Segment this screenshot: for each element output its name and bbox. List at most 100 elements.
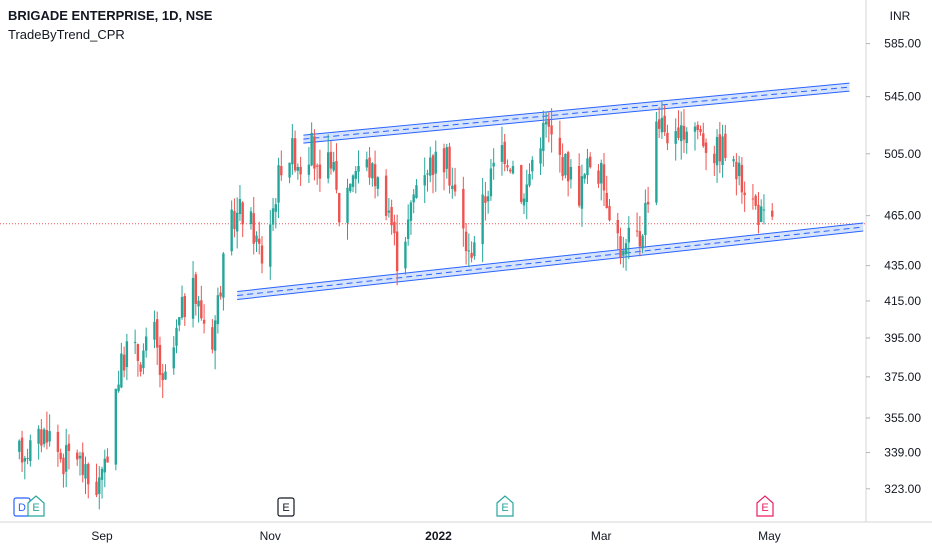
candle xyxy=(122,346,126,378)
time-axis[interactable]: Sep Nov 2022 Mar May xyxy=(91,529,780,543)
candle xyxy=(211,319,214,354)
candle xyxy=(84,456,87,495)
candle xyxy=(373,150,377,199)
candle-body xyxy=(771,210,774,217)
candle-body xyxy=(718,134,722,162)
candle xyxy=(139,361,142,377)
candle-body xyxy=(547,118,551,127)
candle xyxy=(335,143,338,194)
candle-body xyxy=(349,183,352,192)
candle-body xyxy=(646,201,650,205)
candle xyxy=(233,198,236,238)
candle xyxy=(489,158,493,201)
candle xyxy=(453,167,457,197)
time-tick-label: Nov xyxy=(260,529,281,543)
trend-channel[interactable] xyxy=(237,82,864,301)
candle xyxy=(743,181,746,212)
candle xyxy=(531,156,534,180)
candle-body xyxy=(387,210,391,213)
candle xyxy=(180,285,184,320)
event-marker-earnings[interactable]: E xyxy=(27,495,45,517)
candle-body xyxy=(23,458,27,462)
candle xyxy=(503,133,506,172)
candle-body xyxy=(431,155,435,176)
currency-label[interactable]: INR xyxy=(890,9,911,23)
price-tick-label: 545.00 xyxy=(884,90,921,104)
candle xyxy=(144,327,148,358)
candle-body xyxy=(40,429,43,446)
candle xyxy=(754,194,757,210)
candle xyxy=(445,143,448,179)
candle xyxy=(677,110,680,141)
candle-body xyxy=(583,174,586,179)
candle xyxy=(657,107,661,139)
symbol-title[interactable]: BRIGADE ENTERPRISE, 1D, NSE xyxy=(8,8,213,23)
candle xyxy=(307,147,311,184)
candle-body xyxy=(395,231,399,272)
price-axis-bg xyxy=(866,0,932,550)
candle xyxy=(238,185,242,221)
candle xyxy=(23,455,27,480)
candle xyxy=(740,157,744,204)
candle-body xyxy=(544,121,548,125)
candle xyxy=(42,427,46,448)
candle-body xyxy=(76,452,79,460)
channel-upper-band-mid xyxy=(303,86,850,140)
candle xyxy=(142,343,145,375)
event-marker-earnings[interactable]: E xyxy=(277,497,295,517)
event-marker-earnings[interactable]: E xyxy=(756,495,774,517)
candle-body xyxy=(735,161,738,180)
candle-body xyxy=(704,142,708,153)
event-marker-earnings[interactable]: E xyxy=(496,495,514,517)
candle-body xyxy=(762,209,766,211)
candle-body xyxy=(531,159,534,172)
candle-body xyxy=(492,162,495,167)
candle xyxy=(566,150,570,197)
candle xyxy=(120,342,123,389)
candle-body xyxy=(233,211,236,230)
candle-body xyxy=(230,209,233,252)
time-tick-label: Mar xyxy=(591,529,612,543)
price-axis[interactable]: 585.00 545.00 505.00 465.00 435.00 415.00 395.… xyxy=(866,37,921,496)
event-marker-shape xyxy=(496,495,514,517)
candle-body xyxy=(144,336,148,351)
candle-body xyxy=(67,443,71,451)
candle xyxy=(376,176,380,197)
candle xyxy=(349,183,352,193)
candle xyxy=(600,159,603,201)
candle xyxy=(318,149,322,192)
candle xyxy=(580,164,584,227)
candle-body xyxy=(409,202,413,221)
indicator-label[interactable]: TradeByTrend_CPR xyxy=(8,27,125,42)
candle-body xyxy=(674,131,677,144)
candle xyxy=(329,141,333,175)
candle-body xyxy=(98,477,101,494)
candle xyxy=(660,101,664,139)
candle xyxy=(484,181,487,221)
candle xyxy=(638,216,642,257)
candle-body xyxy=(484,196,487,203)
candle-body xyxy=(462,188,465,229)
candle-body xyxy=(271,208,275,225)
candle-body xyxy=(685,131,688,144)
candle xyxy=(393,214,396,246)
candle xyxy=(641,233,644,254)
candle xyxy=(586,148,589,184)
candle-body xyxy=(42,429,46,445)
candle-body xyxy=(368,157,371,178)
candle-body xyxy=(172,347,175,369)
candle xyxy=(78,451,82,476)
candle xyxy=(26,448,29,465)
candle xyxy=(332,151,335,173)
candle xyxy=(467,233,471,267)
event-marker-shape xyxy=(756,495,774,517)
candle-body xyxy=(696,124,699,130)
candle-body xyxy=(103,458,107,473)
candle xyxy=(280,150,283,181)
candle xyxy=(597,163,600,188)
candle-body xyxy=(724,133,727,158)
candle-body xyxy=(641,235,644,249)
candle xyxy=(547,112,551,143)
